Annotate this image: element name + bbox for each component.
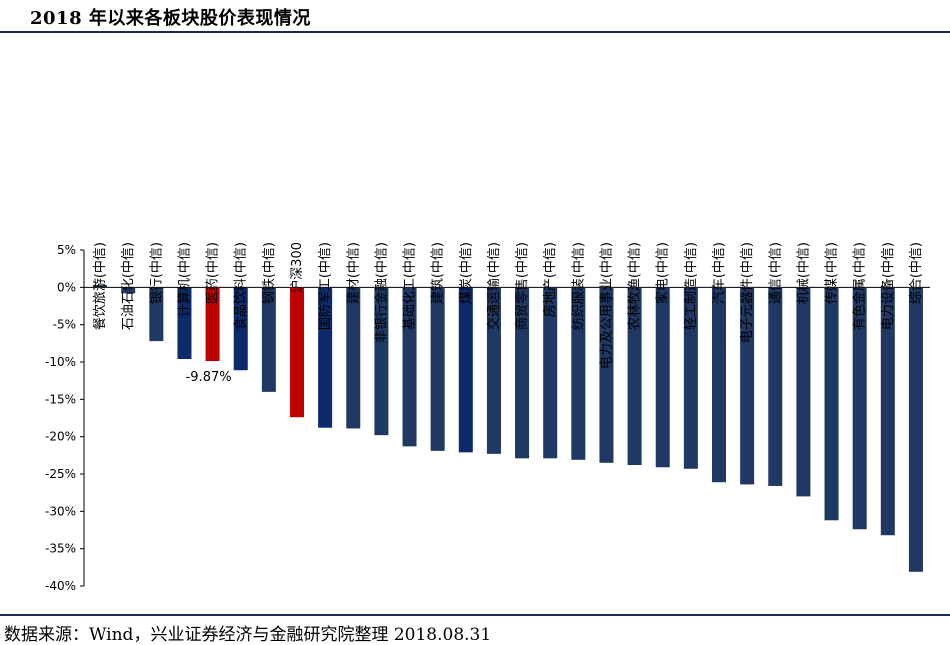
category-label: 农林牧渔(中信) bbox=[628, 242, 643, 330]
bar bbox=[93, 285, 108, 288]
bar-chart: 5% 0% -5% -10% -15% -20% -25% -30% -35% -40% 餐饮旅游… bbox=[45, 242, 930, 593]
bar bbox=[121, 287, 136, 294]
bar bbox=[430, 287, 445, 451]
bar bbox=[205, 287, 220, 362]
bar bbox=[627, 287, 642, 466]
data-label: -9.87% bbox=[186, 370, 232, 385]
bar bbox=[599, 287, 614, 463]
category-label: 食品饮料(中信) bbox=[233, 242, 249, 330]
bar bbox=[655, 287, 670, 468]
bar bbox=[796, 287, 811, 497]
category-labels: 餐饮旅游(中信) 石油石化(中信) 银行(中信) 计算机(中信) 医药(中信) 食品饮料(… bbox=[92, 242, 924, 369]
y-tick-label: -30% bbox=[45, 504, 76, 518]
bar bbox=[908, 287, 923, 572]
category-label: 电力设备(中信) bbox=[880, 242, 896, 330]
y-tick-label: -25% bbox=[45, 467, 76, 481]
bar bbox=[768, 287, 783, 486]
bar bbox=[233, 287, 248, 371]
category-label: 电子元器件(中信) bbox=[740, 242, 755, 343]
bar bbox=[149, 287, 164, 342]
annotations: -9.87% bbox=[186, 370, 232, 385]
category-label: 纺织服装(中信) bbox=[571, 242, 586, 330]
category-label: 综合(中信) bbox=[909, 242, 924, 304]
y-tick-label: 5% bbox=[57, 243, 76, 257]
bar bbox=[543, 287, 558, 459]
title-rule bbox=[0, 31, 950, 33]
category-label: 有色金属(中信) bbox=[852, 242, 868, 330]
category-label: 商贸零售(中信) bbox=[514, 242, 530, 330]
bar bbox=[740, 287, 755, 485]
bars bbox=[93, 285, 923, 572]
page-title: 2018 年以来各板块股价表现情况 bbox=[30, 8, 311, 29]
category-label: 计算机(中信) bbox=[177, 242, 192, 317]
category-label: 国防军工(中信) bbox=[317, 242, 333, 330]
y-tick-label: -5% bbox=[53, 318, 76, 332]
source-rule bbox=[0, 614, 950, 616]
y-axis: 5% 0% -5% -10% -15% -20% -25% -30% -35% -40% bbox=[45, 243, 930, 593]
bar bbox=[486, 287, 501, 454]
category-label: 轻工制造(中信) bbox=[684, 242, 699, 330]
bar bbox=[261, 287, 276, 392]
category-label: 机械(中信) bbox=[796, 242, 811, 304]
category-label: 建材(中信) bbox=[346, 242, 361, 304]
y-tick-label: 0% bbox=[57, 280, 76, 294]
bar bbox=[458, 287, 473, 453]
y-tick-label: -15% bbox=[45, 392, 76, 406]
source-note: 数据来源：Wind，兴业证券经济与金融研究院整理 2018.08.31 bbox=[4, 625, 492, 645]
category-label: 石油石化(中信) bbox=[121, 242, 136, 330]
y-tick-label: -35% bbox=[45, 542, 76, 556]
category-label: 钢铁(中信) bbox=[262, 242, 277, 304]
category-label: 传媒(中信) bbox=[825, 242, 840, 304]
bar bbox=[402, 287, 417, 447]
category-label: 沪深300 bbox=[289, 242, 305, 293]
bar bbox=[318, 287, 333, 428]
category-label: 医药(中信) bbox=[206, 242, 221, 304]
bar bbox=[852, 287, 867, 530]
category-label: 银行(中信) bbox=[149, 242, 164, 304]
category-label: 餐饮旅游(中信) bbox=[92, 242, 108, 330]
y-tick-label: -10% bbox=[45, 355, 76, 369]
category-label: 非银行金融(中信) bbox=[373, 242, 389, 343]
category-label: 交通运输(中信) bbox=[486, 242, 502, 330]
bar bbox=[290, 287, 304, 418]
category-label: 通信(中信) bbox=[768, 242, 783, 304]
bar bbox=[177, 287, 192, 360]
category-label: 基础化工(中信) bbox=[403, 242, 418, 330]
category-label: 煤炭(中信) bbox=[459, 242, 474, 304]
category-label: 电力及公用事业(中信) bbox=[599, 242, 614, 369]
bar bbox=[515, 287, 530, 459]
bar bbox=[880, 287, 895, 536]
bar bbox=[346, 287, 361, 429]
category-label: 家电(中信) bbox=[655, 242, 671, 304]
bar bbox=[683, 287, 698, 469]
bar bbox=[571, 287, 586, 460]
category-label: 房地产(中信) bbox=[542, 242, 558, 317]
bar bbox=[374, 287, 389, 436]
y-tick-label: -40% bbox=[45, 579, 76, 593]
category-label: 汽车(中信) bbox=[711, 242, 727, 304]
bar bbox=[824, 287, 839, 521]
bar bbox=[712, 287, 726, 483]
y-tick-label: -20% bbox=[45, 430, 76, 444]
category-label: 建筑(中信) bbox=[430, 242, 446, 304]
